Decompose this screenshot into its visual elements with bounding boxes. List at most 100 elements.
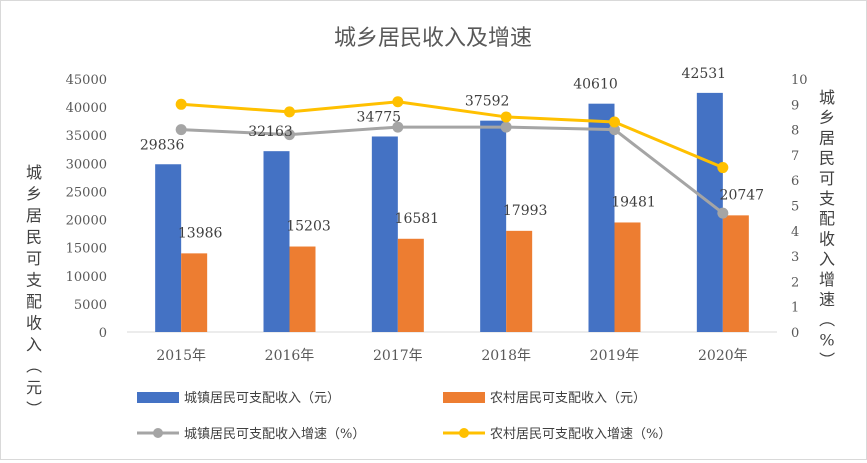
urban-income-label: 42531	[682, 66, 727, 82]
legend-label-urban-growth: 城镇居民可支配收入增速（%）	[184, 427, 365, 442]
axis-title-char: 入	[819, 250, 835, 269]
urban-growth-point	[500, 121, 512, 133]
rural-income-label: 15203	[286, 219, 331, 235]
rural-income-label: 16581	[395, 211, 440, 227]
axis-title-char: 配	[819, 209, 835, 228]
left-tick-label: 5000	[74, 298, 107, 313]
axis-title-char: 城	[26, 163, 42, 182]
urban-income-label: 32163	[248, 124, 293, 140]
urban-income-label: 37592	[465, 94, 510, 110]
urban-growth-line	[181, 125, 724, 215]
left-tick-label: 0	[99, 326, 107, 341]
left-tick-label: 20000	[66, 214, 107, 229]
rural-growth-point	[175, 98, 187, 110]
axis-title-char: （	[817, 311, 836, 327]
axis-title-char: 支	[819, 189, 835, 208]
axis-title-char: 增	[819, 270, 835, 289]
right-tick-label: 7	[791, 149, 799, 164]
legend-label-rural-growth: 农村居民可支配收入增速（%）	[490, 427, 671, 442]
legend-label-rural-income: 农村居民可支配收入（元）	[490, 391, 646, 406]
urban-growth-point	[717, 207, 729, 219]
bars	[155, 92, 749, 333]
right-axis-ticks: 0 1 2 3 4 5 6 7 8 9 10	[791, 73, 808, 341]
legend-swatch-urban-income	[137, 392, 179, 403]
urban-income-bar	[480, 120, 507, 333]
rural-income-bar	[397, 238, 424, 332]
right-tick-label: 1	[791, 301, 799, 316]
axis-title-char: 居	[819, 128, 835, 147]
axis-title-char: 城	[819, 88, 835, 107]
axis-title-char: 配	[26, 292, 42, 311]
axis-title-char: 乡	[26, 185, 42, 204]
axis-title-char: %	[819, 330, 834, 349]
rural-growth-point	[717, 162, 729, 174]
urban-income-bar	[155, 164, 182, 332]
rural-income-label: 19481	[611, 194, 656, 210]
left-tick-label: 30000	[66, 157, 107, 172]
urban-growth-point	[609, 124, 620, 136]
category-label: 2017年	[373, 348, 423, 364]
category-label: 2020年	[698, 348, 748, 364]
right-tick-label: 8	[791, 124, 799, 139]
rural-income-label: 20747	[720, 187, 765, 203]
axis-title-char: 元	[26, 378, 42, 397]
rural-income-bar	[289, 246, 316, 332]
axis-title-char: 入	[26, 335, 42, 354]
category-labels: 2015年 2016年 2017年 2018年 2019年 2020年	[156, 348, 747, 364]
axis-title-char: 收	[819, 229, 835, 248]
right-tick-label: 6	[791, 174, 799, 189]
left-tick-label: 35000	[66, 129, 107, 144]
axis-title-char: 收	[26, 314, 42, 333]
urban-income-bar	[371, 136, 398, 332]
urban-income-bar	[588, 103, 615, 333]
urban-income-label: 34775	[357, 109, 402, 125]
rural-income-label: 13986	[178, 225, 223, 241]
rural-growth-point	[609, 116, 620, 128]
right-tick-label: 4	[791, 225, 799, 240]
legend-swatch-rural-income	[443, 392, 485, 403]
right-tick-label: 0	[791, 326, 799, 341]
rural-income-label: 17993	[503, 203, 548, 219]
axis-title-char: 居	[26, 206, 42, 225]
axis-title-char: （	[24, 357, 43, 373]
right-tick-label: 2	[791, 275, 799, 290]
chart-title: 城乡居民收入及增速	[334, 26, 532, 51]
axis-title-char: 速	[819, 290, 835, 309]
left-tick-label: 45000	[66, 73, 107, 88]
axis-title-char: 支	[26, 271, 42, 290]
right-tick-label: 10	[791, 73, 808, 88]
urban-income-label: 29836	[140, 137, 185, 153]
axis-title-char: ）	[24, 400, 43, 416]
axis-title-char: 可	[26, 249, 42, 268]
legend-label-urban-income: 城镇居民可支配收入（元）	[184, 391, 340, 406]
right-tick-label: 5	[791, 200, 799, 215]
right-tick-label: 3	[791, 250, 799, 265]
rural-income-bar	[722, 215, 749, 332]
growth-lines	[175, 96, 729, 219]
left-tick-label: 10000	[66, 270, 107, 285]
axis-title-char: 可	[819, 169, 835, 188]
category-label: 2019年	[590, 348, 640, 364]
urban-growth-point	[175, 124, 187, 136]
legend-marker-rural-growth	[459, 428, 469, 438]
axis-title-char: 民	[26, 228, 42, 247]
left-tick-label: 25000	[66, 185, 107, 200]
urban-growth-point	[284, 129, 295, 141]
category-label: 2015年	[156, 348, 206, 364]
right-tick-label: 9	[791, 98, 799, 113]
urban-income-bar	[263, 151, 290, 332]
left-tick-label: 40000	[66, 101, 107, 116]
rural-income-bar	[614, 222, 641, 332]
axis-title-char: 乡	[819, 108, 835, 127]
rural-income-bar	[181, 253, 208, 332]
category-label: 2016年	[265, 348, 315, 364]
legend: 城镇居民可支配收入（元） 农村居民可支配收入（元） 城镇居民可支配收入增速（%）…	[137, 391, 671, 442]
rural-growth-line	[181, 100, 724, 169]
rural-growth-point	[500, 111, 512, 123]
left-axis-ticks: 0 5000 10000 15000 20000 25000 30000 35000 40000…	[66, 73, 107, 341]
urban-income-label: 40610	[573, 77, 618, 93]
